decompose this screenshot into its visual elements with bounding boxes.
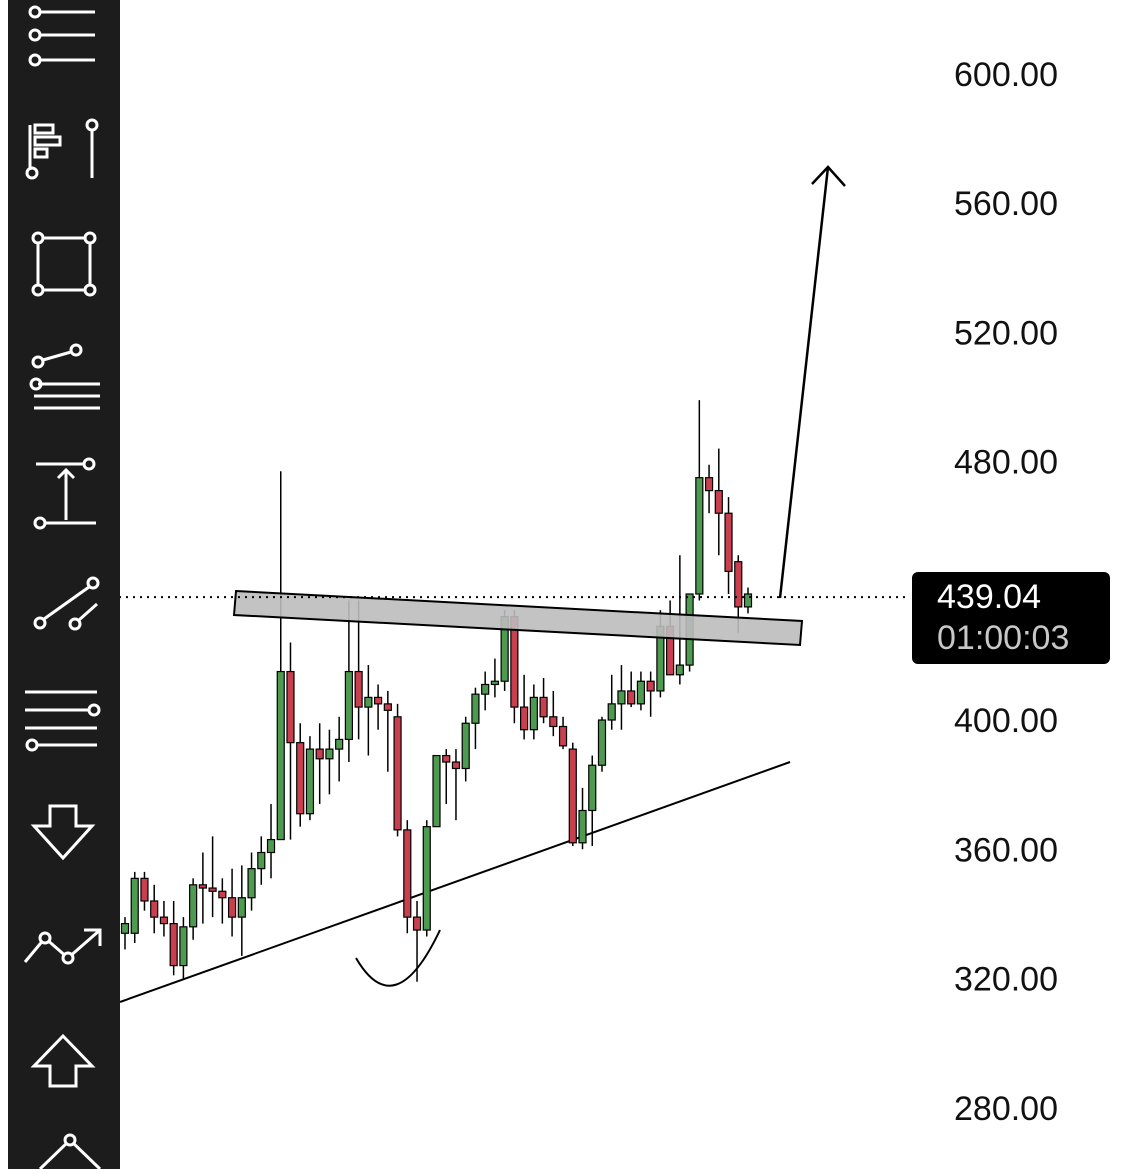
candle-body (150, 900, 159, 918)
tool-measure[interactable] (33, 457, 96, 530)
candle-body (403, 829, 412, 918)
candle-body (568, 748, 577, 844)
candle-body (344, 670, 353, 741)
candle-body (529, 696, 538, 731)
curve-drawing (355, 929, 441, 987)
countdown: 01:00:03 (937, 619, 1069, 657)
toolbar-icons (23, 5, 102, 1171)
y-tick-label: 400.00 (954, 702, 1058, 740)
candle-body (734, 561, 743, 608)
candle-body (481, 683, 490, 695)
candle-body (315, 748, 324, 760)
candle-body (471, 693, 480, 724)
candle-body (636, 680, 646, 705)
candle-body (169, 922, 178, 967)
candle-body (159, 916, 169, 925)
candle-body (588, 764, 597, 812)
price-box (912, 572, 1110, 664)
candle-body (266, 838, 276, 854)
price-axis: 600.00 560.00 520.00 480.00 400.00 360.00 320.… (0, 56, 1058, 1128)
y-tick-label: 280.00 (954, 1090, 1058, 1128)
tool-horizontal[interactable] (25, 690, 101, 752)
tool-arrow-up[interactable] (30, 1033, 96, 1088)
candle-body (627, 690, 636, 705)
candle-body (130, 877, 139, 934)
tool-rectangle[interactable] (31, 231, 97, 297)
tool-path[interactable] (23, 928, 102, 965)
candle-body (179, 926, 188, 967)
y-tick-label: 360.00 (954, 831, 1058, 869)
candle-body (373, 696, 383, 705)
resistance-zone (232, 589, 804, 647)
candle-body (617, 690, 626, 705)
candle-body (490, 680, 500, 686)
candle-body (714, 490, 723, 514)
candle-body (520, 706, 529, 731)
candle-body (646, 680, 655, 692)
candle-body (743, 593, 753, 608)
tool-fixed-range[interactable] (25, 118, 99, 180)
candle-body (724, 512, 733, 572)
candle-body (198, 884, 207, 889)
y-tick-label: 480.00 (954, 444, 1058, 482)
candle-body (558, 725, 568, 747)
candle-body (695, 477, 704, 595)
candle-body (442, 754, 451, 763)
candle-body (120, 922, 130, 934)
candle-body (393, 716, 402, 831)
candle-body (189, 884, 198, 928)
candles (120, 400, 753, 982)
candle-body (257, 851, 266, 870)
candle-body (549, 716, 558, 728)
candle-body (218, 890, 227, 899)
candle-body (607, 703, 616, 721)
candle-body (578, 809, 587, 844)
candle-body (247, 868, 256, 899)
candle-body (364, 696, 373, 708)
y-tick-label: 320.00 (954, 961, 1058, 999)
candle-body (432, 754, 441, 828)
candle-body (412, 916, 422, 931)
y-tick-label: 600.00 (954, 56, 1058, 94)
candle-body (675, 664, 684, 676)
tool-arrow-down[interactable] (30, 804, 96, 861)
tool-fib[interactable] (28, 5, 95, 67)
tool-pitchfork[interactable] (29, 343, 100, 410)
edge (0, 0, 8, 1169)
candle-body (325, 748, 334, 760)
trend-line (119, 761, 791, 1003)
candle-body (296, 742, 305, 815)
candle-body (539, 696, 548, 718)
candle-body (704, 477, 714, 492)
y-tick-label: 560.00 (954, 185, 1058, 223)
y-tick-label: 520.00 (954, 314, 1058, 352)
candle-body (286, 670, 295, 744)
candle-body (461, 722, 470, 770)
tool-pattern[interactable] (38, 1133, 102, 1171)
candle-body (208, 887, 217, 892)
candle-body (276, 670, 285, 841)
candle-body (597, 719, 607, 766)
candle-body (227, 897, 237, 918)
candle-body (422, 826, 431, 931)
last-price: 439.04 (937, 578, 1041, 616)
arrow-head (811, 165, 846, 187)
candle-body (237, 897, 246, 918)
drawings (119, 165, 846, 1003)
arrow-line (778, 166, 830, 599)
candle-body (335, 738, 344, 750)
candle-body (354, 670, 363, 708)
tool-trendline[interactable] (33, 576, 100, 631)
candle-body (140, 877, 149, 902)
candle-body (383, 703, 392, 711)
candle-body (305, 748, 315, 815)
candle-body (451, 761, 461, 770)
toolbar (8, 0, 120, 1169)
